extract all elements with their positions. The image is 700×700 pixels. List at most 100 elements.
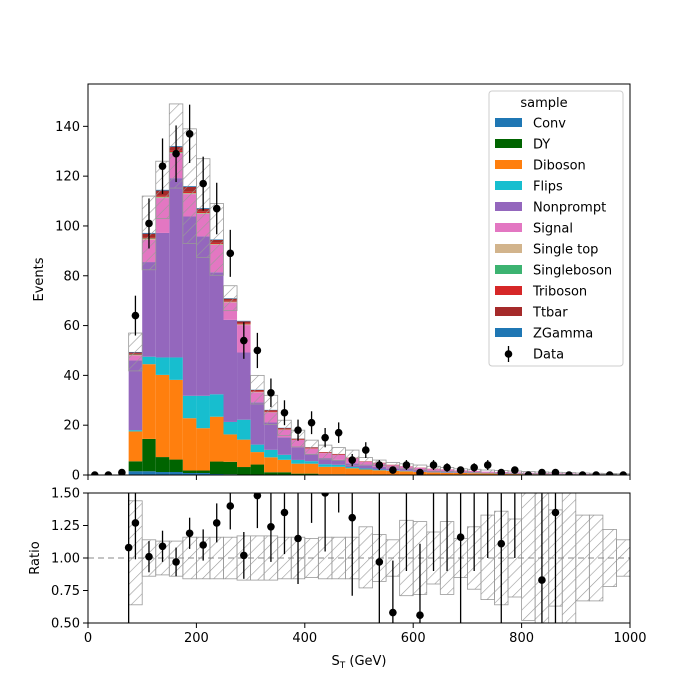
bar-nonprompt <box>237 352 251 420</box>
ratio-point <box>212 519 221 527</box>
ratio-y-tick-label: 1.50 <box>51 487 80 502</box>
bar-diboson <box>128 431 143 462</box>
legend-swatch <box>495 118 522 127</box>
data-point <box>294 426 302 434</box>
data-point <box>253 346 262 355</box>
data-point <box>470 463 478 472</box>
ratio-point <box>145 552 153 561</box>
y-tick-label: 120 <box>55 170 80 185</box>
bar-diboson <box>440 472 454 475</box>
ratio-point <box>321 493 329 497</box>
bar-flips <box>291 459 305 464</box>
bar-dy <box>304 473 319 475</box>
data-point <box>334 428 343 437</box>
ratio-point <box>375 558 384 566</box>
y-tick-label: 40 <box>63 369 80 384</box>
x-tick-label: 800 <box>509 631 534 646</box>
bar-flips <box>359 468 373 470</box>
ratio-point <box>124 543 133 552</box>
data-point <box>172 149 180 158</box>
bar-diboson <box>250 452 265 465</box>
y-tick-label: 80 <box>63 269 80 284</box>
y-axis-title-ratio: Ratio <box>28 541 43 574</box>
bar-nonprompt <box>155 232 170 358</box>
bar-conv <box>142 471 156 475</box>
bar-flips <box>142 356 156 365</box>
legend-swatch <box>495 265 522 274</box>
x-tick-label: 200 <box>184 631 209 646</box>
bar-nonprompt <box>291 447 305 460</box>
bar-nonprompt <box>440 471 454 473</box>
bar-dy <box>291 473 305 475</box>
data-point <box>158 162 167 170</box>
bar-diboson <box>426 472 441 475</box>
legend-label: Ttbar <box>532 306 568 321</box>
bar-conv <box>196 473 210 475</box>
data-point <box>497 468 506 475</box>
bar-diboson <box>345 468 359 475</box>
data-point <box>307 418 316 427</box>
bar-conv <box>169 472 183 475</box>
ratio-y-tick-label: 1.25 <box>51 519 80 534</box>
bar-flips <box>196 395 210 429</box>
data-point <box>212 204 221 213</box>
legend-label: Data <box>533 348 564 363</box>
data-point <box>416 468 424 475</box>
uncertainty-bin <box>250 374 265 405</box>
bar-dy <box>169 459 183 473</box>
bar-dy <box>209 461 224 475</box>
legend-swatch <box>495 181 522 190</box>
bar-diboson <box>331 466 346 475</box>
bar-nonprompt <box>264 422 278 450</box>
data-point <box>240 336 248 345</box>
legend-label: Conv <box>533 117 566 132</box>
ratio-band-bin <box>521 493 536 621</box>
x-tick-label: 400 <box>292 631 317 646</box>
data-point <box>267 389 275 397</box>
bar-diboson <box>399 471 414 475</box>
y-tick-label: 100 <box>55 219 80 234</box>
bar-flips <box>304 461 319 464</box>
ratio-point <box>294 534 302 543</box>
ratio-point <box>280 508 289 517</box>
bar-nonprompt <box>318 458 332 465</box>
legend-label: Flips <box>533 180 563 195</box>
data-point <box>226 249 235 258</box>
data-point <box>145 219 153 228</box>
x-tick-label: 1000 <box>613 631 646 646</box>
y-axis-title-events: Events <box>32 257 47 301</box>
ratio-point <box>253 493 262 500</box>
bar-nonprompt <box>196 236 210 396</box>
data-point <box>361 446 370 454</box>
bar-flips <box>209 394 224 417</box>
bar-diboson <box>318 466 332 475</box>
bar-dy <box>277 472 292 475</box>
ratio-point <box>158 542 167 551</box>
bar-nonprompt <box>331 459 346 465</box>
ratio-y-tick-label: 0.75 <box>51 584 80 599</box>
ratio-point <box>267 523 275 531</box>
legend-label: Triboson <box>532 285 587 300</box>
bar-conv <box>155 472 170 475</box>
legend-swatch <box>495 160 522 169</box>
bar-diboson <box>169 379 183 460</box>
bar-diboson <box>372 470 387 475</box>
bar-dy <box>128 461 143 472</box>
data-point <box>592 471 600 475</box>
ratio-point <box>185 529 194 538</box>
y-tick-label: 140 <box>55 120 80 135</box>
bar-flips <box>237 419 251 440</box>
legend-label: Diboson <box>533 159 586 174</box>
bar-diboson <box>508 473 522 475</box>
bar-dy <box>223 461 238 475</box>
uncertainty-bin <box>480 469 495 474</box>
y-tick-label: 0 <box>72 469 80 484</box>
bar-diboson <box>182 418 197 471</box>
bar-diboson <box>291 463 305 474</box>
bar-flips <box>345 467 359 469</box>
y-tick-label: 60 <box>63 319 80 334</box>
ratio-panel: 0.50 0.75 1.00 1.25 1.50 0 200 400 600 800 1000 <box>51 487 647 647</box>
uncertainty-bin <box>358 457 373 466</box>
bar-flips <box>128 430 143 432</box>
ratio-point <box>497 539 506 548</box>
